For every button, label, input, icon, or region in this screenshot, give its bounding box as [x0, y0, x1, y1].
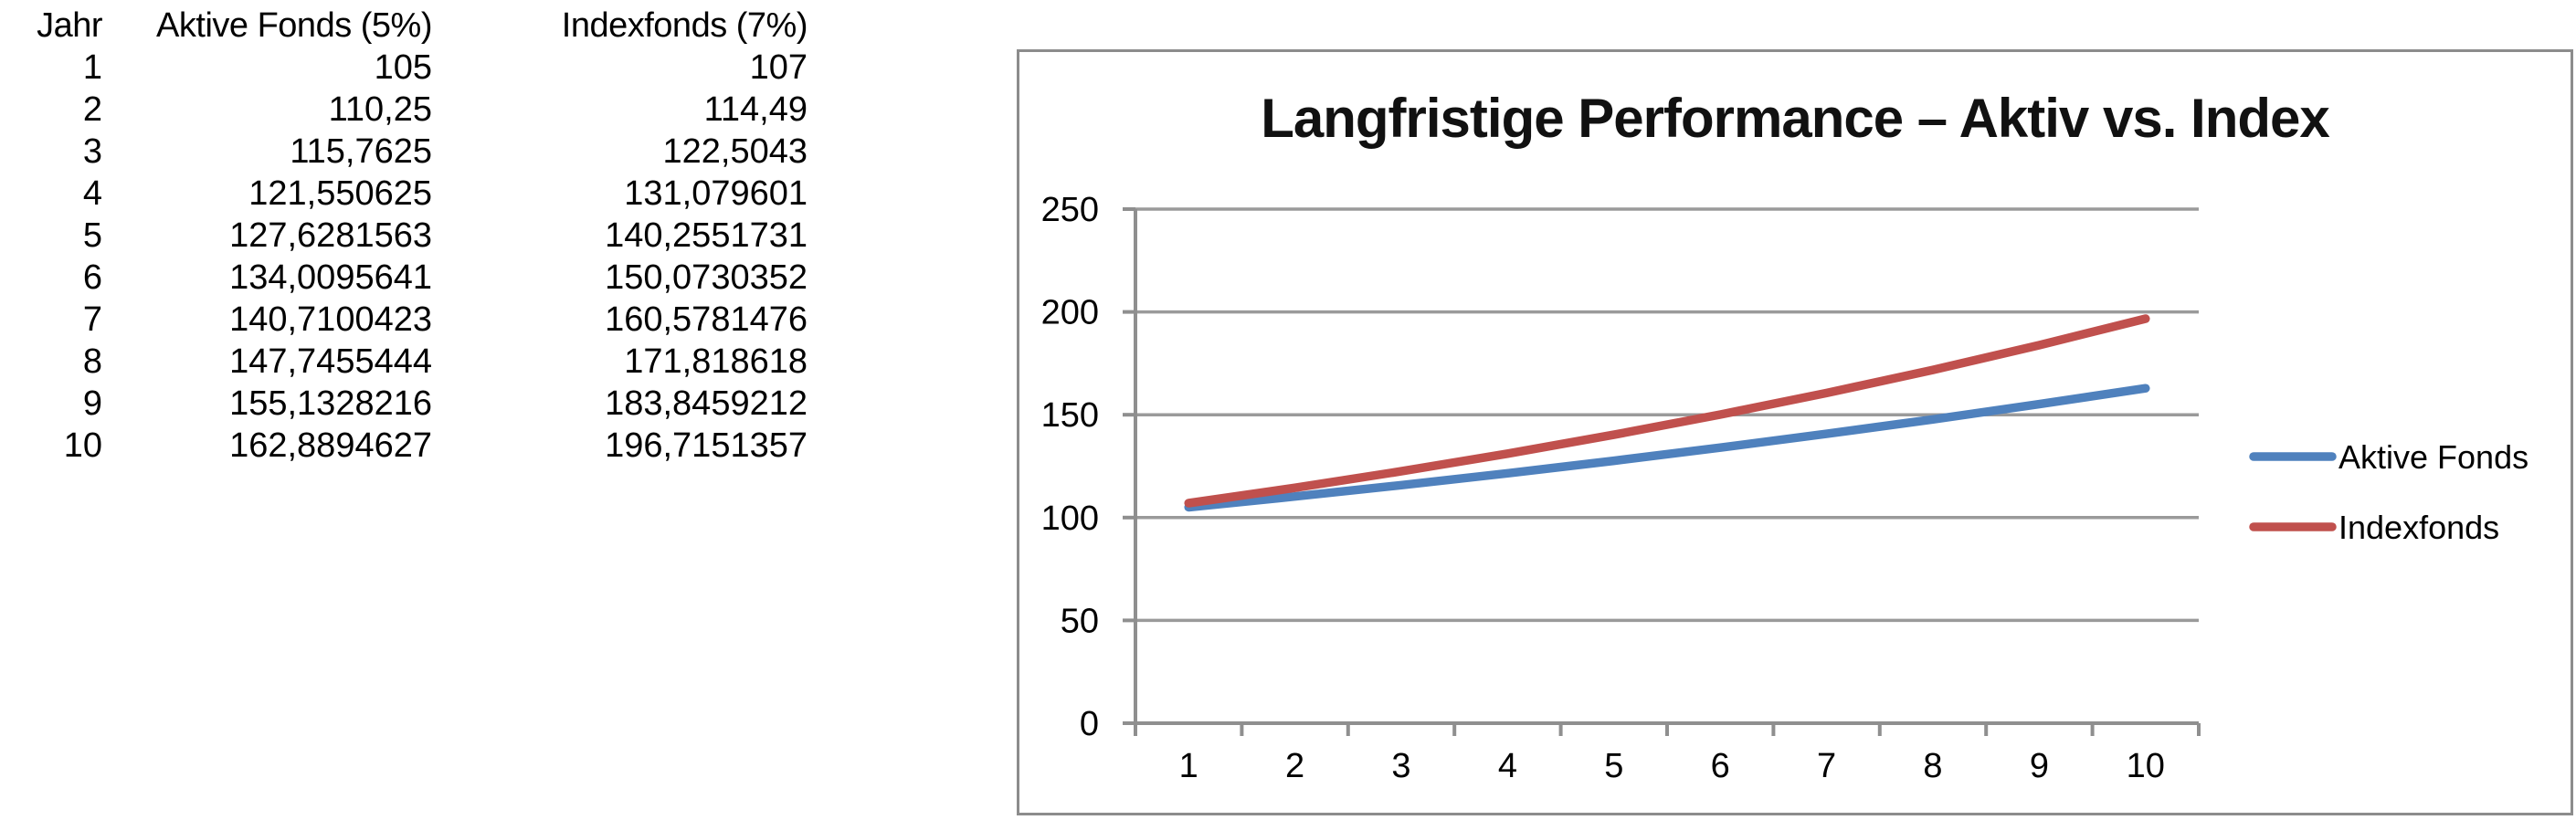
y-tick-label: 200	[1041, 294, 1099, 332]
table-cell: 140,2551731	[605, 216, 808, 255]
table-cell: 4	[82, 174, 102, 213]
table-cell: 150,0730352	[605, 258, 808, 297]
table-cell: 196,7151357	[605, 426, 808, 465]
fund-comparison-table: Jahr Aktive Fonds (5%) Indexfonds (7%) 1 105…	[0, 5, 808, 467]
table-cell: 114,49	[703, 90, 808, 129]
table-cell: 171,818618	[624, 342, 808, 381]
series-line-indexfonds	[1184, 314, 2150, 508]
performance-chart: Langfristige Performance – Aktiv vs. Ind…	[1017, 49, 2573, 815]
line-chart-plot: 0 50 100 150 200 250 1 2 3 4 5 6 7 8 9 10 Aktive Fonds In…	[1041, 191, 2529, 785]
table-cell: 115,7625	[290, 132, 432, 171]
table-cell: 122,5043	[662, 132, 808, 171]
table-header-cell: Aktive Fonds (5%)	[156, 6, 432, 45]
table-cell: 127,6281563	[229, 216, 432, 255]
x-tick-label: 10	[2127, 747, 2165, 785]
table-cell: 140,7100423	[229, 300, 432, 339]
table-cell: 5	[82, 216, 102, 255]
y-tick-label: 150	[1041, 396, 1099, 435]
legend-label: Aktive Fonds	[2338, 438, 2528, 476]
y-tick-label: 0	[1080, 705, 1099, 743]
x-tick-label: 4	[1498, 747, 1517, 785]
table-cell: 183,8459212	[605, 384, 808, 423]
table-cell: 2	[82, 90, 102, 129]
table-cell: 3	[82, 132, 102, 171]
x-tick-label: 8	[1923, 747, 1942, 785]
x-tick-label: 2	[1285, 747, 1304, 785]
table-cell: 162,8894627	[229, 426, 432, 465]
y-tick-label: 50	[1061, 602, 1099, 640]
x-tick-label: 5	[1604, 747, 1623, 785]
y-tick-label: 100	[1041, 499, 1099, 538]
table-cell: 134,0095641	[229, 258, 432, 297]
table-header-cell: Jahr	[37, 6, 102, 45]
table-header-cell: Indexfonds (7%)	[561, 6, 808, 45]
table-cell: 1	[82, 48, 102, 87]
y-tick-label: 250	[1041, 191, 1099, 229]
x-tick-label: 1	[1179, 747, 1198, 785]
table-cell: 131,079601	[624, 174, 808, 213]
table-cell: 9	[82, 384, 102, 423]
table-cell: 107	[749, 48, 808, 87]
table-cell: 7	[82, 300, 102, 339]
table-cell: 10	[63, 426, 102, 465]
table-cell: 8	[82, 342, 102, 381]
table-cell: 147,7455444	[229, 342, 432, 381]
x-tick-label: 7	[1817, 747, 1836, 785]
table-cell: 6	[82, 258, 102, 297]
table-cell: 155,1328216	[229, 384, 432, 423]
x-tick-label: 3	[1391, 747, 1410, 785]
chart-title: Langfristige Performance – Aktiv vs. Ind…	[1261, 88, 2330, 149]
x-tick-label: 9	[2030, 747, 2049, 785]
table-cell: 160,5781476	[605, 300, 808, 339]
series-line-aktive-fonds	[1184, 384, 2150, 512]
table-cell: 110,25	[328, 90, 432, 129]
table-cell: 121,550625	[248, 174, 432, 213]
table-cell: 105	[374, 48, 432, 87]
x-tick-label: 6	[1711, 747, 1730, 785]
legend-label: Indexfonds	[2338, 509, 2499, 546]
